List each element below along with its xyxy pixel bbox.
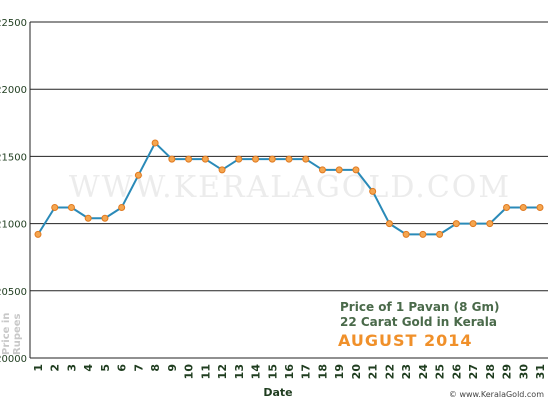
x-tick-label: 29	[501, 364, 514, 379]
data-point	[369, 187, 377, 195]
data-point	[402, 230, 410, 238]
data-point	[503, 203, 511, 211]
data-point	[419, 230, 427, 238]
x-tick-label: 30	[517, 364, 530, 380]
y-tick-label: 22000	[0, 85, 27, 96]
x-axis-label: Date	[263, 386, 292, 399]
x-tick-label: 10	[183, 364, 196, 380]
x-tick-label: 21	[367, 364, 380, 379]
data-point	[235, 155, 243, 163]
x-tick-label: 25	[434, 364, 447, 379]
x-tick-label: 18	[316, 364, 329, 379]
x-tick-label: 31	[534, 364, 547, 379]
data-point	[185, 155, 193, 163]
y-tick-label: 22500	[0, 18, 27, 29]
data-point	[118, 203, 126, 211]
x-tick-label: 19	[333, 364, 346, 379]
x-tick-label: 1	[32, 364, 45, 372]
y-tick-label: 21000	[0, 220, 27, 231]
data-point	[101, 214, 109, 222]
x-tick-label: 22	[383, 364, 396, 379]
data-point	[385, 220, 393, 228]
x-tick-label: 23	[400, 364, 413, 379]
x-tick-label: 12	[216, 364, 229, 379]
x-tick-label: 9	[166, 364, 179, 372]
y-tick-label: 20000	[0, 354, 27, 365]
data-point	[452, 220, 460, 228]
data-point	[268, 155, 276, 163]
site-credit: © www.KeralaGold.com	[449, 390, 544, 399]
chart-title-line-2: 22 Carat Gold in Kerala	[340, 315, 497, 329]
x-tick-label: 27	[467, 364, 480, 379]
x-tick-label: 14	[250, 364, 263, 380]
x-tick-label: 28	[484, 364, 497, 379]
data-point	[218, 166, 226, 174]
series-layer	[34, 139, 544, 238]
data-point	[134, 171, 142, 179]
data-point	[436, 230, 444, 238]
chart-title-month: AUGUST 2014	[338, 331, 473, 350]
x-tick-label: 8	[149, 364, 162, 372]
x-tick-label: 15	[266, 364, 279, 379]
x-tick-label: 11	[199, 364, 212, 379]
chart-title-line-1: Price of 1 Pavan (8 Gm)	[340, 300, 500, 314]
y-axis-label-line-2: Rupees	[12, 313, 23, 355]
y-axis-label-line-1: Price in	[1, 313, 12, 355]
data-point	[318, 166, 326, 174]
y-tick-label: 21500	[0, 152, 27, 163]
x-tick-label: 3	[65, 364, 78, 372]
axes-layer	[29, 22, 548, 359]
data-point	[285, 155, 293, 163]
y-tick-label: 20500	[0, 287, 27, 298]
x-tick-label: 2	[49, 364, 62, 372]
data-point	[352, 166, 360, 174]
data-point	[519, 203, 527, 211]
x-tick-label: 4	[82, 364, 95, 372]
data-point	[486, 220, 494, 228]
data-point	[84, 214, 92, 222]
x-tick-label: 16	[283, 364, 296, 380]
data-point	[168, 155, 176, 163]
x-tick-label: 24	[417, 364, 430, 380]
x-tick-label: 7	[132, 364, 145, 372]
x-tick-label: 26	[450, 364, 463, 380]
x-tick-label: 17	[300, 364, 313, 379]
data-point	[201, 155, 209, 163]
data-point	[151, 139, 159, 147]
data-point	[302, 155, 310, 163]
x-tick-label: 20	[350, 364, 363, 380]
x-tick-label: 13	[233, 364, 246, 379]
x-tick-label: 5	[99, 364, 112, 372]
x-tick-label: 6	[116, 364, 129, 372]
labels-layer: 2000020500210002150022000225001234567891…	[0, 18, 547, 379]
data-point	[335, 166, 343, 174]
data-point	[34, 230, 42, 238]
data-point	[51, 203, 59, 211]
data-point	[252, 155, 260, 163]
data-point	[67, 203, 75, 211]
y-axis-label: Price in Rupees	[1, 313, 23, 355]
data-point	[469, 220, 477, 228]
data-point	[536, 203, 544, 211]
watermark-text: WWW.KERALAGOLD.COM	[69, 170, 511, 205]
